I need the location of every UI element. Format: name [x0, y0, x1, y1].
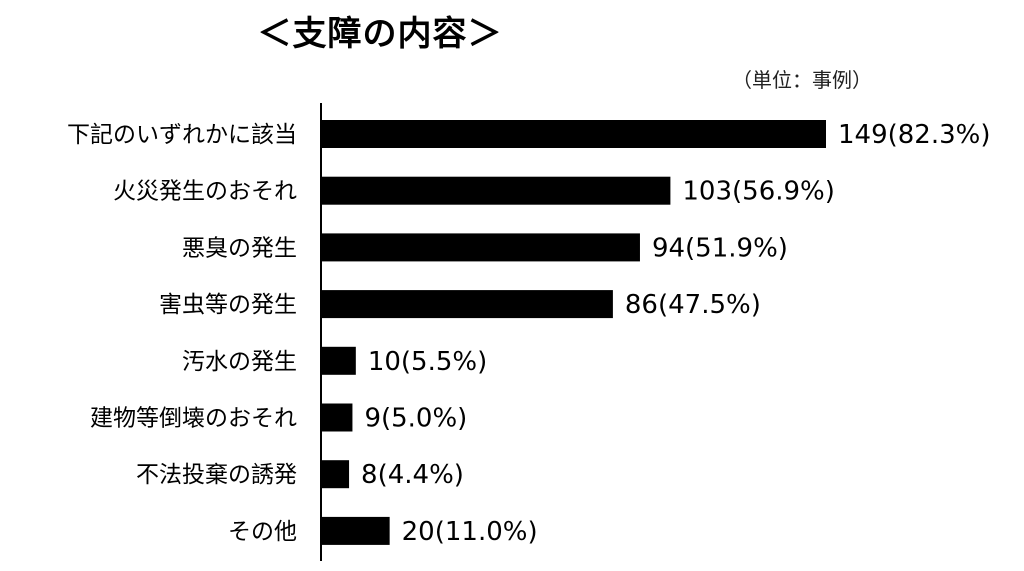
bar — [322, 346, 356, 375]
category-label: 建物等倒壊のおそれ — [90, 406, 297, 432]
chart-title: ＜支障の内容＞ — [257, 14, 503, 54]
unit-label: （単位：事例） — [732, 68, 872, 92]
bar — [322, 460, 350, 489]
category-label: 悪臭の発生 — [182, 235, 297, 261]
bar — [322, 516, 390, 545]
bar — [322, 120, 826, 148]
category-label: 火災発生のおそれ — [113, 179, 297, 205]
value-label: 94(51.9%) — [652, 233, 788, 263]
bar — [322, 233, 640, 262]
value-label: 86(47.5%) — [625, 290, 761, 320]
value-label: 10(5.5%) — [368, 347, 487, 377]
bar — [322, 403, 353, 432]
value-label: 8(4.4%) — [361, 460, 464, 490]
value-label: 20(11.0%) — [402, 517, 538, 547]
value-label: 149(82.3%) — [838, 120, 991, 150]
category-label: その他 — [228, 519, 297, 545]
bar — [322, 176, 671, 205]
category-label: 汚水の発生 — [182, 349, 297, 375]
value-label: 9(5.0%) — [364, 404, 467, 434]
category-label: 下記のいずれかに該当 — [67, 122, 297, 148]
value-label: 103(56.9%) — [682, 177, 835, 207]
category-label: 害虫等の発生 — [159, 292, 297, 318]
bar — [322, 290, 613, 319]
category-label: 不法投棄の誘発 — [136, 462, 297, 488]
